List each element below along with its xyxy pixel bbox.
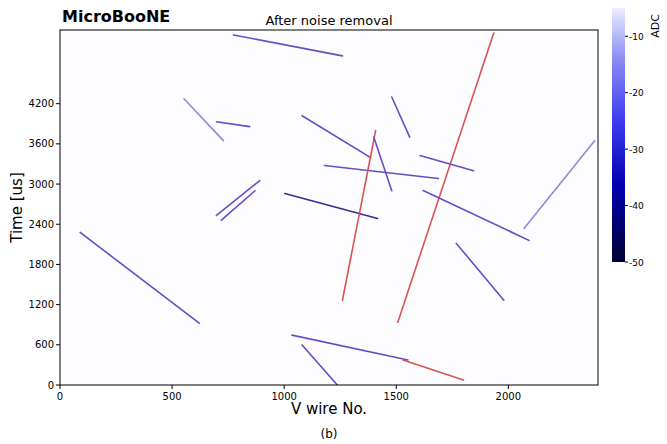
track [392,97,410,137]
track [524,141,595,229]
x-tick [284,385,285,389]
track [302,116,371,158]
x-tick-label: 0 [57,391,63,402]
x-tick-label: 1500 [384,391,409,402]
track [342,131,375,301]
x-tick [396,385,397,389]
track [398,33,494,322]
track [423,190,529,240]
colorbar-tick-label: -50 [629,258,644,268]
y-tick-label: 4200 [29,98,54,109]
track [184,99,223,141]
colorbar-tick-label: -40 [629,201,644,211]
y-tick [56,304,60,305]
y-tick-label: 3000 [29,179,54,190]
track [403,360,464,380]
x-tick [508,385,509,389]
colorbar-tick [625,262,628,263]
track [420,156,474,171]
y-tick-label: 1200 [29,299,54,310]
track [221,191,255,220]
track [216,122,249,127]
colorbar-tick-label: -30 [629,145,644,155]
y-tick [56,385,60,386]
x-tick-label: 500 [163,391,182,402]
tracks [80,33,594,385]
y-tick-label: 2400 [29,219,54,230]
colorbar-tick [625,149,628,150]
track [285,194,378,219]
y-tick [56,184,60,185]
y-tick [56,344,60,345]
y-tick [56,143,60,144]
y-tick [56,264,60,265]
x-tick [60,385,61,389]
y-tick-label: 0 [48,380,54,391]
colorbar-tick [625,205,628,206]
x-axis-title: V wire No. [291,400,367,418]
colorbar-tick [625,92,628,93]
track [80,232,199,323]
plot-area [60,30,598,385]
track [292,335,408,360]
y-tick-label: 3600 [29,138,54,149]
title: After noise removal [265,13,392,28]
x-tick [172,385,173,389]
track [216,181,259,216]
colorbar-tick-label: -10 [629,32,644,42]
colorbar [612,8,625,262]
frame [60,30,598,385]
y-tick [56,103,60,104]
track [302,345,337,385]
y-tick-label: 1800 [29,259,54,270]
colorbar-tick-label: -20 [629,88,644,98]
colorbar-tick [625,36,628,37]
y-tick [56,224,60,225]
colorbar-label: ADC [649,14,662,38]
track [234,35,343,56]
y-axis-title: Time [us] [8,172,26,244]
track [374,137,392,191]
x-tick-label: 2000 [496,391,521,402]
track [324,166,438,179]
brand: MicroBooNE [62,7,170,26]
caption: (b) [321,427,338,441]
track [456,243,504,300]
y-tick-label: 600 [35,339,54,350]
